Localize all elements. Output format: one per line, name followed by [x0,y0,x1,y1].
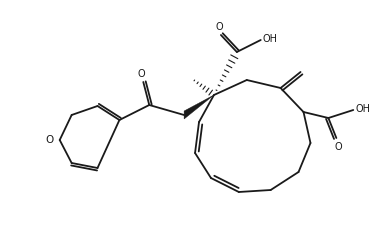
Text: O: O [334,142,342,152]
Polygon shape [184,95,214,119]
Text: O: O [215,22,223,32]
Text: OH: OH [355,104,370,114]
Text: O: O [46,135,54,145]
Text: OH: OH [263,34,278,44]
Text: O: O [138,69,145,79]
